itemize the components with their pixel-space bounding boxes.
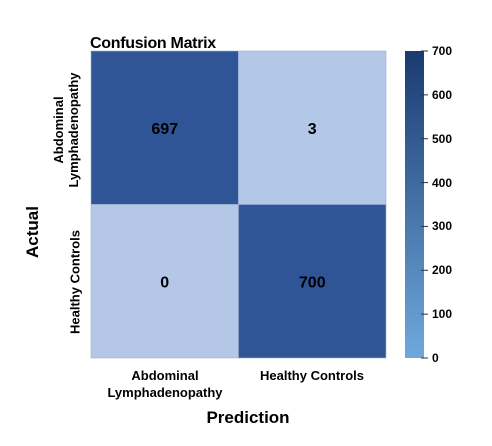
y-axis-title: Actual [23, 206, 42, 258]
colorbar-tick-label: 400 [432, 175, 453, 190]
colorbar-tick-label: 200 [432, 263, 453, 278]
colorbar-tick-label: 300 [432, 219, 453, 234]
y-tick-label: Healthy Controls [67, 229, 83, 335]
heatmap-cells: 697 3 0 700 [90, 50, 387, 359]
colorbar [405, 50, 428, 359]
chart-title: Confusion Matrix [90, 35, 216, 52]
cell-value-label: 697 [151, 121, 178, 138]
x-axis-title: Prediction [206, 408, 290, 427]
x-tick-label: Abdominal Lymphadenopathy [107, 368, 223, 400]
cell-value-label: 3 [308, 121, 317, 138]
x-tick-label: Healthy Controls [259, 368, 365, 383]
y-tick-label: Abdominal Lymphadenopathy [51, 72, 81, 188]
cell-value-label: 0 [160, 274, 169, 291]
cell-value-label: 700 [299, 274, 326, 291]
heatmap-cell [238, 204, 387, 359]
colorbar-tick-label: 500 [432, 131, 453, 146]
colorbar-tick-label: 0 [432, 351, 439, 365]
colorbar-tick-label: 100 [432, 307, 453, 322]
heatmap-cell [90, 204, 239, 359]
colorbar-tick-label: 700 [432, 44, 453, 58]
colorbar-tick-label: 600 [432, 87, 453, 102]
colorbar-gradient [405, 51, 424, 358]
heatmap-cell [90, 50, 239, 205]
heatmap-cell [238, 50, 387, 205]
